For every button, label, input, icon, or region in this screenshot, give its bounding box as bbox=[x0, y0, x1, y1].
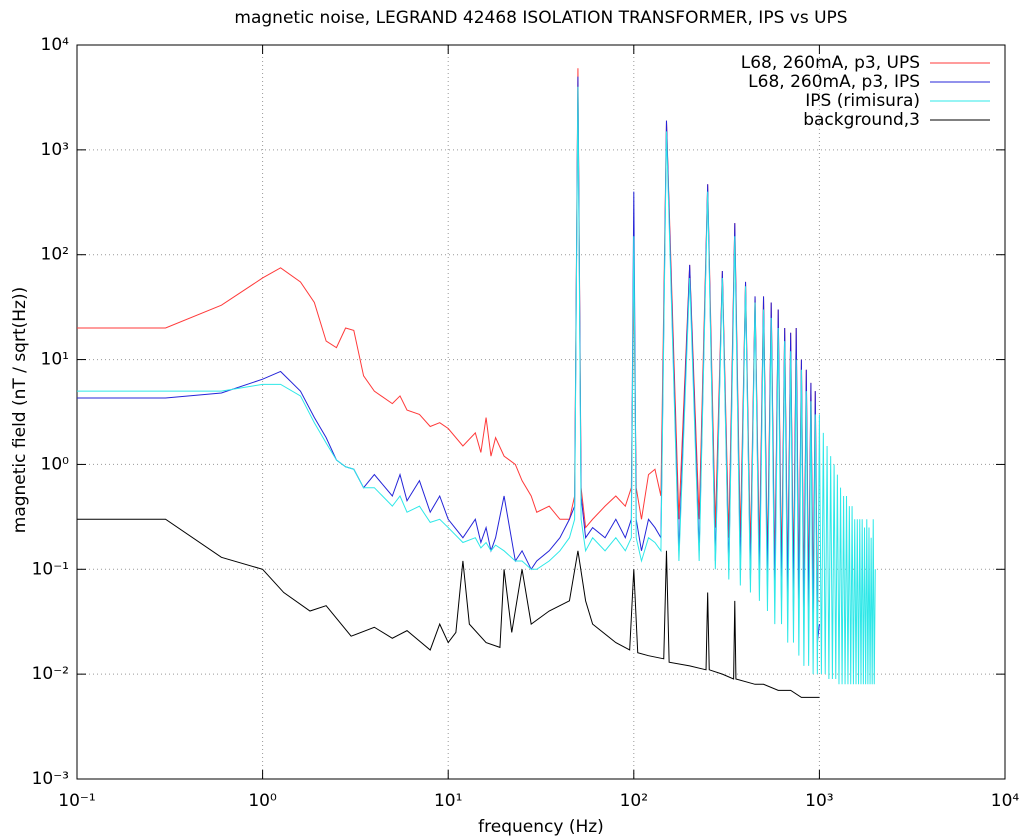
x-axis-label: frequency (Hz) bbox=[478, 817, 604, 837]
legend-label: background,3 bbox=[803, 110, 920, 130]
y-tick-label: 10³ bbox=[41, 140, 69, 160]
x-tick-label: 10⁻¹ bbox=[58, 791, 95, 811]
y-tick-label: 10⁴ bbox=[41, 35, 70, 55]
x-tick-label: 10⁰ bbox=[248, 791, 277, 811]
y-tick-label: 10² bbox=[41, 245, 69, 265]
legend-label: L68, 260mA, p3, UPS bbox=[741, 53, 920, 73]
y-tick-label: 10⁰ bbox=[41, 454, 70, 474]
series-line bbox=[77, 68, 820, 602]
series-line bbox=[77, 86, 876, 685]
chart-title: magnetic noise, LEGRAND 42468 ISOLATION … bbox=[234, 8, 847, 28]
x-tick-label: 10¹ bbox=[434, 791, 462, 811]
x-tick-label: 10³ bbox=[805, 791, 833, 811]
y-tick-label: 10¹ bbox=[41, 350, 69, 370]
y-axis-label: magnetic field (nT / sqrt(Hz)) bbox=[10, 287, 30, 533]
x-tick-label: 10² bbox=[620, 791, 648, 811]
plot-border bbox=[76, 44, 1006, 780]
y-tick-label: 10⁻¹ bbox=[32, 559, 69, 579]
y-tick-label: 10⁻³ bbox=[32, 769, 69, 789]
legend-label: IPS (rimisura) bbox=[805, 91, 920, 111]
x-tick-label: 10⁴ bbox=[991, 791, 1020, 811]
series-line bbox=[77, 518, 820, 698]
legend-label: L68, 260mA, p3, IPS bbox=[748, 72, 920, 92]
y-tick-label: 10⁻² bbox=[32, 664, 69, 684]
